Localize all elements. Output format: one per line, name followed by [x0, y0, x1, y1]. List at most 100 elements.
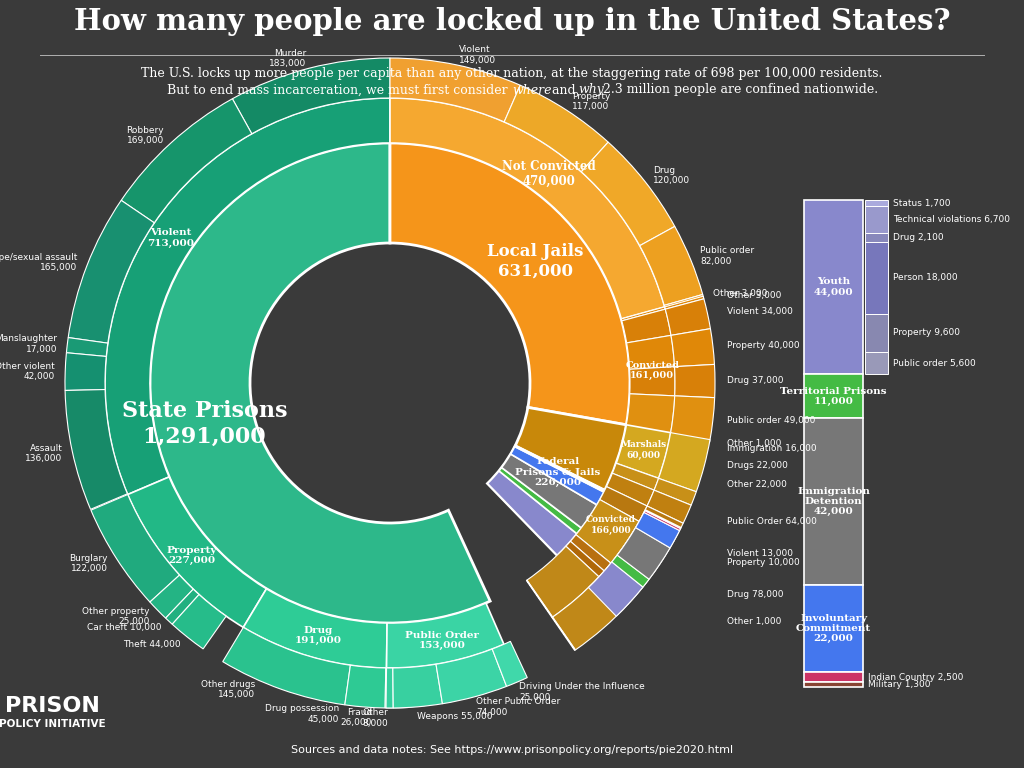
Wedge shape	[150, 143, 490, 623]
Text: 2.3 million people are confined nationwide.: 2.3 million people are confined nationwi…	[599, 84, 879, 97]
Text: Assault
136,000: Assault 136,000	[26, 443, 62, 463]
Text: Public order
82,000: Public order 82,000	[700, 247, 754, 266]
Text: and: and	[548, 84, 580, 97]
Bar	[865, 313, 888, 352]
Text: Other drugs
145,000: Other drugs 145,000	[201, 680, 255, 700]
Bar	[804, 682, 863, 687]
Text: Violent 13,000: Violent 13,000	[727, 548, 793, 558]
Text: Property
117,000: Property 117,000	[572, 92, 610, 111]
Text: Weapons 55,000: Weapons 55,000	[417, 713, 493, 721]
Wedge shape	[671, 396, 715, 442]
Wedge shape	[105, 98, 390, 495]
Wedge shape	[390, 58, 520, 122]
Wedge shape	[566, 541, 604, 577]
Wedge shape	[553, 577, 629, 650]
Text: Property 40,000: Property 40,000	[727, 341, 800, 350]
Text: Car theft 10,000: Car theft 10,000	[87, 624, 162, 632]
Wedge shape	[665, 294, 703, 308]
Text: Involuntary
Commitment
22,000: Involuntary Commitment 22,000	[796, 614, 871, 644]
Text: Other 1,000: Other 1,000	[727, 617, 781, 626]
Bar	[804, 672, 863, 682]
Text: Property
227,000: Property 227,000	[167, 545, 217, 565]
Text: The U.S. locks up more people per capita than any other nation, at the staggerin: The U.S. locks up more people per capita…	[141, 67, 883, 80]
Wedge shape	[128, 477, 266, 627]
Wedge shape	[626, 394, 675, 434]
Wedge shape	[172, 594, 226, 649]
Text: Other 1,000: Other 1,000	[727, 439, 781, 448]
Wedge shape	[504, 85, 608, 172]
Text: Violent
713,000: Violent 713,000	[147, 228, 195, 248]
Bar	[865, 242, 888, 313]
Wedge shape	[499, 468, 582, 534]
Text: Public order 5,600: Public order 5,600	[893, 359, 976, 368]
Text: Public Order
153,000: Public Order 153,000	[406, 631, 479, 650]
Wedge shape	[616, 425, 671, 478]
Text: Marshals
60,000: Marshals 60,000	[621, 440, 667, 460]
Wedge shape	[644, 511, 681, 531]
Text: Other 22,000: Other 22,000	[727, 480, 786, 489]
Wedge shape	[69, 200, 155, 343]
Text: Violent 34,000: Violent 34,000	[727, 307, 793, 316]
Wedge shape	[386, 668, 393, 708]
Wedge shape	[436, 649, 507, 703]
Text: POLICY INITIATIVE: POLICY INITIATIVE	[0, 719, 105, 729]
Wedge shape	[612, 463, 658, 490]
Bar	[804, 375, 863, 418]
Wedge shape	[390, 143, 630, 425]
Text: Theft 44,000: Theft 44,000	[123, 640, 180, 649]
Wedge shape	[515, 445, 605, 491]
Wedge shape	[552, 617, 575, 650]
Text: Other
8,000: Other 8,000	[362, 708, 388, 728]
Text: Burglary
122,000: Burglary 122,000	[69, 554, 108, 573]
Wedge shape	[582, 142, 675, 246]
Text: Convicted
166,000: Convicted 166,000	[586, 515, 636, 535]
Wedge shape	[611, 555, 649, 587]
Text: Not Convicted
470,000: Not Convicted 470,000	[502, 160, 596, 188]
Wedge shape	[570, 535, 611, 571]
Wedge shape	[393, 664, 442, 708]
Text: Drug 78,000: Drug 78,000	[727, 591, 783, 599]
Text: Indian Country 2,500: Indian Country 2,500	[868, 673, 964, 682]
Wedge shape	[511, 446, 604, 505]
Wedge shape	[617, 528, 670, 579]
Wedge shape	[611, 521, 674, 588]
Bar	[804, 418, 863, 585]
Wedge shape	[647, 490, 691, 523]
Wedge shape	[91, 495, 179, 602]
Wedge shape	[606, 473, 654, 506]
Wedge shape	[604, 563, 642, 598]
Wedge shape	[515, 445, 604, 492]
Wedge shape	[671, 434, 710, 442]
Text: Driving Under the Influence
25,000: Driving Under the Influence 25,000	[519, 683, 645, 702]
Wedge shape	[622, 307, 666, 321]
Wedge shape	[640, 227, 702, 306]
Wedge shape	[666, 299, 711, 336]
Wedge shape	[600, 487, 647, 521]
Text: Other Public Order
74,000: Other Public Order 74,000	[476, 697, 560, 717]
Text: Violent
149,000: Violent 149,000	[459, 45, 496, 65]
Bar	[865, 352, 888, 375]
Text: Drugs 22,000: Drugs 22,000	[727, 461, 787, 470]
Wedge shape	[345, 665, 386, 708]
Text: PRISON: PRISON	[4, 696, 99, 716]
Text: Property 10,000: Property 10,000	[727, 558, 800, 567]
Text: Drug possession
45,000: Drug possession 45,000	[265, 704, 339, 724]
Text: Other property
25,000: Other property 25,000	[82, 607, 150, 626]
Text: Youth
44,000: Youth 44,000	[814, 277, 853, 296]
Wedge shape	[232, 58, 390, 134]
Wedge shape	[166, 589, 199, 624]
Text: why: why	[578, 84, 604, 97]
Wedge shape	[654, 478, 696, 505]
Wedge shape	[671, 329, 715, 366]
Text: Other 3,000: Other 3,000	[727, 291, 781, 300]
Wedge shape	[66, 389, 127, 509]
Text: Military 1,300: Military 1,300	[868, 680, 931, 689]
Text: Other 3,000: Other 3,000	[713, 289, 767, 297]
Wedge shape	[390, 98, 665, 319]
Wedge shape	[121, 99, 252, 223]
Text: Local Jails
631,000: Local Jails 631,000	[487, 243, 584, 280]
Wedge shape	[626, 426, 671, 435]
Text: Sources and data notes: See https://www.prisonpolicy.org/reports/pie2020.html: Sources and data notes: See https://www.…	[291, 745, 733, 755]
Text: Territorial Prisons
11,000: Territorial Prisons 11,000	[780, 386, 887, 406]
Wedge shape	[150, 575, 194, 618]
